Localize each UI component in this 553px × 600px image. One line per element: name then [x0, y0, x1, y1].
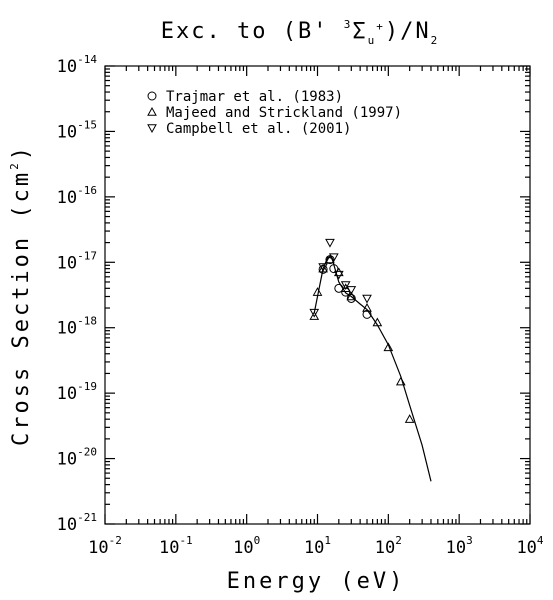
legend-marker-triangle-down — [147, 124, 157, 134]
legend-label: Trajmar et al. (1983) — [166, 89, 343, 105]
data-point-triangle-down — [309, 308, 320, 318]
x-axis-label: Energy (eV) — [227, 569, 406, 594]
y-tick-label: 10-19 — [57, 380, 97, 404]
y-tick-label: 10-16 — [57, 184, 97, 208]
data-point-triangle-down — [318, 263, 328, 272]
legend-label: Campbell et al. (2001) — [166, 121, 351, 137]
x-tick-label: 103 — [446, 534, 473, 558]
y-tick-label: 10-21 — [57, 511, 97, 535]
data-series — [309, 238, 432, 482]
x-tick-label: 10-1 — [159, 534, 193, 558]
x-tick-label: 100 — [233, 534, 260, 558]
legend: Trajmar et al. (1983)Majeed and Strickla… — [147, 89, 402, 137]
data-point-triangle-up — [404, 414, 415, 423]
series-triangle-down — [309, 238, 372, 318]
x-tick-label: 102 — [375, 534, 402, 558]
data-point-triangle-down — [346, 286, 357, 295]
legend-marker-triangle-up — [147, 106, 157, 116]
x-tick-labels: 10-2 10-1 100 101 102 103 104 — [88, 534, 544, 558]
x-tick-label: 104 — [516, 534, 543, 558]
series-triangle-up — [309, 254, 415, 423]
y-tick-label: 10-18 — [57, 315, 97, 339]
axis-ticks — [104, 65, 531, 525]
data-point-triangle-up — [309, 311, 320, 320]
x-tick-label: 10-2 — [88, 534, 122, 558]
data-point-triangle-down — [325, 238, 335, 248]
y-axis-label: Cross Section (cm2) — [8, 144, 34, 446]
y-tick-label: 10-14 — [57, 53, 98, 77]
data-point-triangle-down — [362, 294, 372, 304]
y-tick-label: 10-15 — [57, 118, 97, 142]
data-point-triangle-down — [340, 281, 351, 291]
y-tick-label: 10-20 — [57, 446, 97, 470]
data-point-triangle-up — [346, 291, 357, 301]
fit-curve-line — [313, 256, 432, 482]
legend-marker-circle — [147, 91, 157, 101]
chart-title: Exc. to (B' 3Σu+)/N2 — [161, 18, 439, 47]
data-point-triangle-down — [328, 253, 339, 263]
y-tick-label: 10-17 — [57, 249, 97, 273]
data-point-triangle-up — [383, 342, 394, 352]
data-point-triangle-up — [333, 267, 344, 277]
x-tick-label: 101 — [304, 534, 331, 558]
legend-label: Majeed and Strickland (1997) — [166, 105, 402, 121]
y-tick-labels: 10-21 10-20 10-19 10-18 10-17 10-16 10-15 10-14 — [57, 53, 98, 535]
